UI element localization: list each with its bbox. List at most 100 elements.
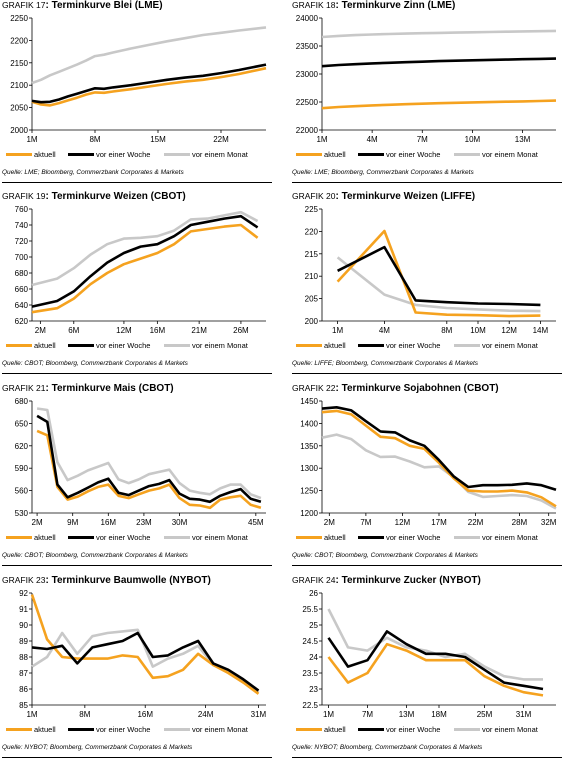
chart-source: Quelle: CBOT; Bloomberg, Commerzbank Cor… <box>2 360 188 367</box>
legend-label: vor einer Woche <box>386 341 441 350</box>
chart-title: Grafik 23: Terminkurve Baumwolle (NYBOT) <box>2 575 211 586</box>
legend-item: vor einem Monat <box>164 150 248 159</box>
y-tick-label: 225 <box>305 205 319 214</box>
legend-label: aktuell <box>34 725 56 734</box>
x-tick-label: 7M <box>362 710 373 719</box>
legend-label: vor einem Monat <box>482 533 538 542</box>
x-tick-label: 9M <box>67 518 78 527</box>
legend-label: vor einem Monat <box>482 725 538 734</box>
legend-label: vor einer Woche <box>386 725 441 734</box>
panel-divider <box>292 182 562 183</box>
legend-swatch <box>164 153 190 156</box>
legend-label: aktuell <box>34 341 56 350</box>
y-tick-label: 760 <box>15 205 29 214</box>
series-aktuell-line <box>30 594 260 695</box>
x-tick-label: 16M <box>137 710 153 719</box>
chart-number: Grafik 23 <box>2 575 46 585</box>
y-tick-label: 1450 <box>300 397 318 406</box>
chart-number: Grafik 24 <box>292 575 336 585</box>
x-tick-label: 30M <box>172 518 188 527</box>
legend-label: aktuell <box>324 341 346 350</box>
legend-label: aktuell <box>324 725 346 734</box>
y-tick-label: 620 <box>15 317 29 326</box>
y-tick-label: 660 <box>15 285 29 294</box>
x-tick-label: 8M <box>441 326 452 335</box>
legend-swatch <box>296 536 322 539</box>
series-vor-einem-monat-line <box>336 256 541 313</box>
chart-source: Quelle: CBOT; Bloomberg, Commerzbank Cor… <box>292 552 478 559</box>
legend-swatch <box>358 344 384 347</box>
chart-source: Quelle: NYBOT; Bloomberg, Commerzbank Co… <box>2 744 193 751</box>
x-tick-label: 45M <box>248 518 264 527</box>
y-tick-label: 2100 <box>10 81 28 90</box>
legend-item: vor einer Woche <box>358 725 440 734</box>
legend-label: aktuell <box>324 533 346 542</box>
chart-title-text: Terminkurve Zinn (LME) <box>341 0 456 11</box>
series-vor-einem-monat-line <box>327 608 543 681</box>
chart-svg: 85 86 87 88 89 90 91 92 1M 8M 16M 24M 31M <box>19 589 266 719</box>
y-tick-label: 205 <box>305 295 319 304</box>
legend-label: aktuell <box>324 150 346 159</box>
legend-swatch <box>68 728 94 731</box>
chart-svg: 620 640 660 680 700 720 740 760 2M 6M 12M 16M 21M 26M <box>15 205 266 335</box>
legend-label: vor einem Monat <box>192 725 248 734</box>
x-tick-label: 18M <box>431 710 447 719</box>
x-tick-label: 25M <box>477 710 493 719</box>
series-vor-einem-monat-line <box>31 628 260 694</box>
y-tick-label: 720 <box>15 237 29 246</box>
title-separator: : <box>45 191 52 202</box>
legend-swatch <box>296 153 322 156</box>
legend-swatch <box>68 536 94 539</box>
legend-item: vor einer Woche <box>68 533 150 542</box>
legend-label: vor einem Monat <box>192 533 248 542</box>
chart-number: Grafik 21 <box>2 383 46 393</box>
y-tick-label: 87 <box>19 669 28 678</box>
chart-title: Grafik 20: Terminkurve Weizen (LIFFE) <box>292 191 475 202</box>
y-tick-label: 1350 <box>300 442 318 451</box>
y-tick-label: 1200 <box>300 509 318 518</box>
x-tick-label: 10M <box>470 326 486 335</box>
chart-title: Grafik 18: Terminkurve Zinn (LME) <box>292 0 455 11</box>
series-vor-einer-woche-line <box>31 214 259 308</box>
legend-label: aktuell <box>34 150 56 159</box>
x-tick-label: 24M <box>198 710 214 719</box>
x-tick-label: 2M <box>324 518 335 527</box>
y-tick-label: 650 <box>15 419 29 428</box>
legend-item: vor einem Monat <box>164 341 248 350</box>
series-aktuell-line <box>336 229 541 318</box>
legend-label: aktuell <box>34 533 56 542</box>
chart-panel-5: Grafik 21: Terminkurve Mais (CBOT) 530 560… <box>2 383 272 571</box>
legend-item: aktuell <box>6 533 56 542</box>
x-tick-label: 28M <box>512 518 528 527</box>
x-tick-label: 23M <box>136 518 152 527</box>
panel-divider <box>2 182 272 183</box>
y-tick-label: 90 <box>19 621 28 630</box>
chart-source: Quelle: LIFFE; Bloomberg, Commerzbank Co… <box>292 360 479 367</box>
chart-source: Quelle: LME; Bloomberg, Commerzbank Corp… <box>292 169 474 176</box>
series-vor-einer-woche-line <box>36 414 262 504</box>
chart-svg: 530 560 590 620 650 680 2M 9M 16M 23M 30M 45M <box>15 397 266 527</box>
x-tick-label: 12M <box>395 518 411 527</box>
chart-number: Grafik 22 <box>292 383 336 393</box>
series-aktuell-line <box>31 66 267 107</box>
y-tick-label: 25 <box>309 621 318 630</box>
legend-swatch <box>296 728 322 731</box>
legend-item: vor einem Monat <box>164 725 248 734</box>
legend-item: aktuell <box>6 150 56 159</box>
chart-panel-1: Grafik 17: Terminkurve Blei (LME) 2000 205… <box>2 0 272 188</box>
series-vor-einem-monat-line <box>36 407 262 500</box>
legend-swatch <box>6 728 32 731</box>
chart-number: Grafik 19 <box>2 191 46 201</box>
chart-panel-6: Grafik 22: Terminkurve Sojabohnen (CBOT)… <box>292 383 562 571</box>
legend-label: vor einer Woche <box>96 725 151 734</box>
title-separator: : <box>45 575 52 586</box>
y-tick-label: 220 <box>305 227 319 236</box>
chart-title: Grafik 24: Terminkurve Zucker (NYBOT) <box>292 575 481 586</box>
legend-label: vor einer Woche <box>386 533 441 542</box>
y-tick-label: 24 <box>309 653 318 662</box>
y-tick-label: 23 <box>309 685 318 694</box>
legend-label: vor einem Monat <box>192 341 248 350</box>
legend-swatch <box>454 153 480 156</box>
y-tick-label: 89 <box>19 637 28 646</box>
legend-item: vor einer Woche <box>358 341 440 350</box>
